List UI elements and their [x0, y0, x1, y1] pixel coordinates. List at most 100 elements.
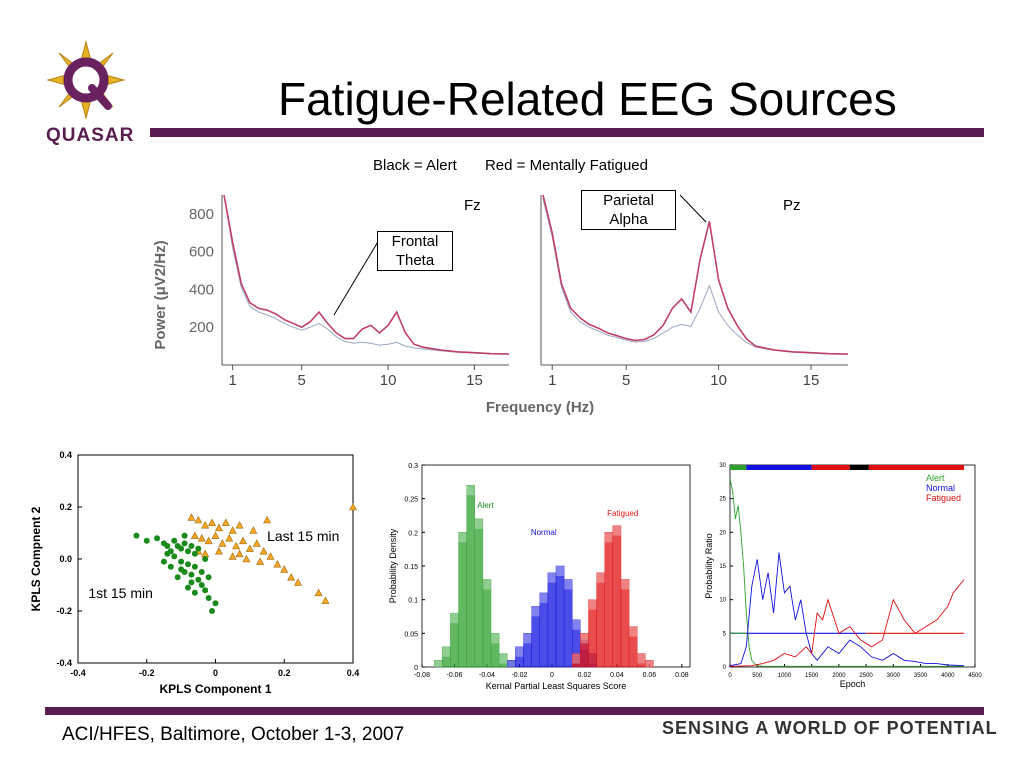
x-tick-label: 0.08	[675, 672, 689, 679]
y-tick-label: 30	[719, 463, 726, 469]
y-axis-label: KPLS Compnent 2	[29, 506, 43, 611]
first-15-min-point	[205, 595, 212, 601]
x-tick-label: 2500	[859, 673, 873, 679]
histogram-bar	[596, 572, 605, 668]
first-15-min-point	[178, 545, 185, 552]
histogram-bar	[620, 579, 630, 668]
last-15-min-point	[314, 588, 323, 597]
callout-line-2: Alpha	[609, 211, 648, 228]
callout-line-1: Frontal	[391, 233, 439, 250]
histogram-bar-highlight	[620, 579, 630, 590]
y-tick-label: 0.2	[59, 502, 72, 512]
last-15-min-point	[273, 560, 282, 568]
first-15-min-point	[164, 550, 171, 557]
x-tick-label: -0.02	[511, 672, 527, 679]
x-axis-label: Epoch	[840, 679, 866, 689]
histogram-bar-highlight	[499, 653, 508, 664]
histogram-bar-highlight	[596, 572, 605, 583]
histogram-bar-highlight	[450, 613, 459, 624]
first-15-min-point	[133, 532, 140, 539]
first-15-min-point	[181, 532, 188, 539]
frontal-theta-callout: Frontal Theta	[377, 231, 453, 271]
y-tick-label: 0	[414, 665, 418, 672]
first-15-min-point	[178, 558, 185, 565]
state-color-bar-segment	[730, 465, 747, 470]
first-15-min-point	[174, 574, 181, 581]
last-15-min-point	[214, 547, 223, 555]
last-15-min-point	[321, 596, 330, 604]
first-15-min-point	[202, 587, 209, 594]
last-15-min-point	[197, 534, 206, 542]
histogram-bar	[466, 485, 475, 668]
x-axis-label: KPLS Component 1	[159, 682, 271, 696]
x-tick-label: 0	[550, 672, 554, 679]
y-tick-label: 0.2	[408, 530, 418, 537]
series-label-fatigued: Fatigued	[607, 509, 638, 518]
x-tick-label: 4000	[941, 673, 955, 679]
first-15-min-point	[205, 574, 212, 581]
last-15-min-point	[266, 552, 275, 560]
histogram-bar-highlight	[442, 646, 451, 657]
first-15-min-point	[191, 563, 198, 570]
x-tick-label: 1500	[805, 673, 819, 679]
x-tick-label: 3500	[914, 673, 928, 679]
y-tick-label: -0.2	[56, 606, 72, 616]
first-15-min-point	[191, 550, 198, 557]
legend-entry: Fatigued	[926, 493, 961, 503]
histogram-bar-highlight	[491, 633, 500, 644]
x-tick-label: 0.04	[610, 672, 624, 679]
histogram-bar-highlight	[572, 619, 581, 630]
alert-legend-text: Black = Alert	[373, 157, 457, 174]
histogram-bar-highlight	[637, 653, 646, 664]
x-tick-label: 15	[466, 372, 483, 389]
last-15-min-point	[238, 536, 248, 545]
histogram-bar-highlight	[482, 579, 492, 590]
histogram-bar-highlight	[612, 525, 621, 536]
state-color-bar-segment	[746, 465, 812, 470]
last-15-min-point	[211, 531, 220, 539]
histogram-bar-highlight	[523, 633, 532, 644]
histogram-bar	[563, 579, 573, 668]
first-15-min-point	[198, 569, 205, 575]
logo-text: QUASAR	[46, 125, 135, 146]
first-15-min-point	[188, 543, 195, 549]
histogram-bar-highlight	[474, 518, 483, 529]
last-15-min-point	[208, 518, 217, 526]
last-15-min-point	[348, 502, 358, 511]
y-tick-label: 400	[189, 281, 214, 298]
annotation-first-15-min: 1st 15 min	[88, 585, 153, 601]
first-15-min-point	[188, 571, 195, 578]
last-15-min-point	[252, 539, 261, 547]
x-tick-label: 4500	[968, 673, 982, 679]
x-tick-label: -0.2	[139, 668, 155, 678]
x-tick-label: -0.04	[479, 672, 495, 679]
last-15-min-point	[242, 554, 251, 563]
y-tick-label: 0.1	[408, 598, 418, 605]
color-legend-text: Black = Alert Red = Mentally Fatigued	[373, 157, 672, 174]
ratio-line-fatigued	[729, 579, 965, 667]
x-axis-label: Kernal Partial Least Squares Score	[486, 681, 627, 691]
x-tick-label: 10	[710, 372, 727, 389]
histogram-bar-highlight	[547, 572, 556, 583]
callout-line-2: Theta	[395, 252, 435, 269]
last-15-min-point	[293, 578, 303, 586]
histogram-bar-highlight	[458, 532, 467, 543]
last-15-min-point	[228, 526, 237, 534]
histogram-bar-highlight	[531, 606, 540, 617]
y-axis-label: Probability Density	[388, 528, 398, 603]
histogram-bar	[482, 579, 492, 668]
histogram-bar	[539, 592, 549, 668]
last-15-min-point	[218, 539, 227, 547]
callout-leader-line	[333, 239, 380, 316]
y-tick-label: 10	[719, 598, 726, 604]
first-15-min-point	[191, 589, 198, 596]
callout-leader-line	[679, 194, 707, 223]
first-15-min-point	[164, 543, 171, 549]
first-15-min-point	[143, 537, 150, 544]
y-tick-label: 5	[723, 631, 727, 637]
last-15-min-point	[235, 521, 244, 529]
x-tick-label: 1	[228, 372, 236, 389]
last-15-min-point	[280, 565, 289, 573]
y-tick-label: 0.05	[404, 631, 418, 638]
